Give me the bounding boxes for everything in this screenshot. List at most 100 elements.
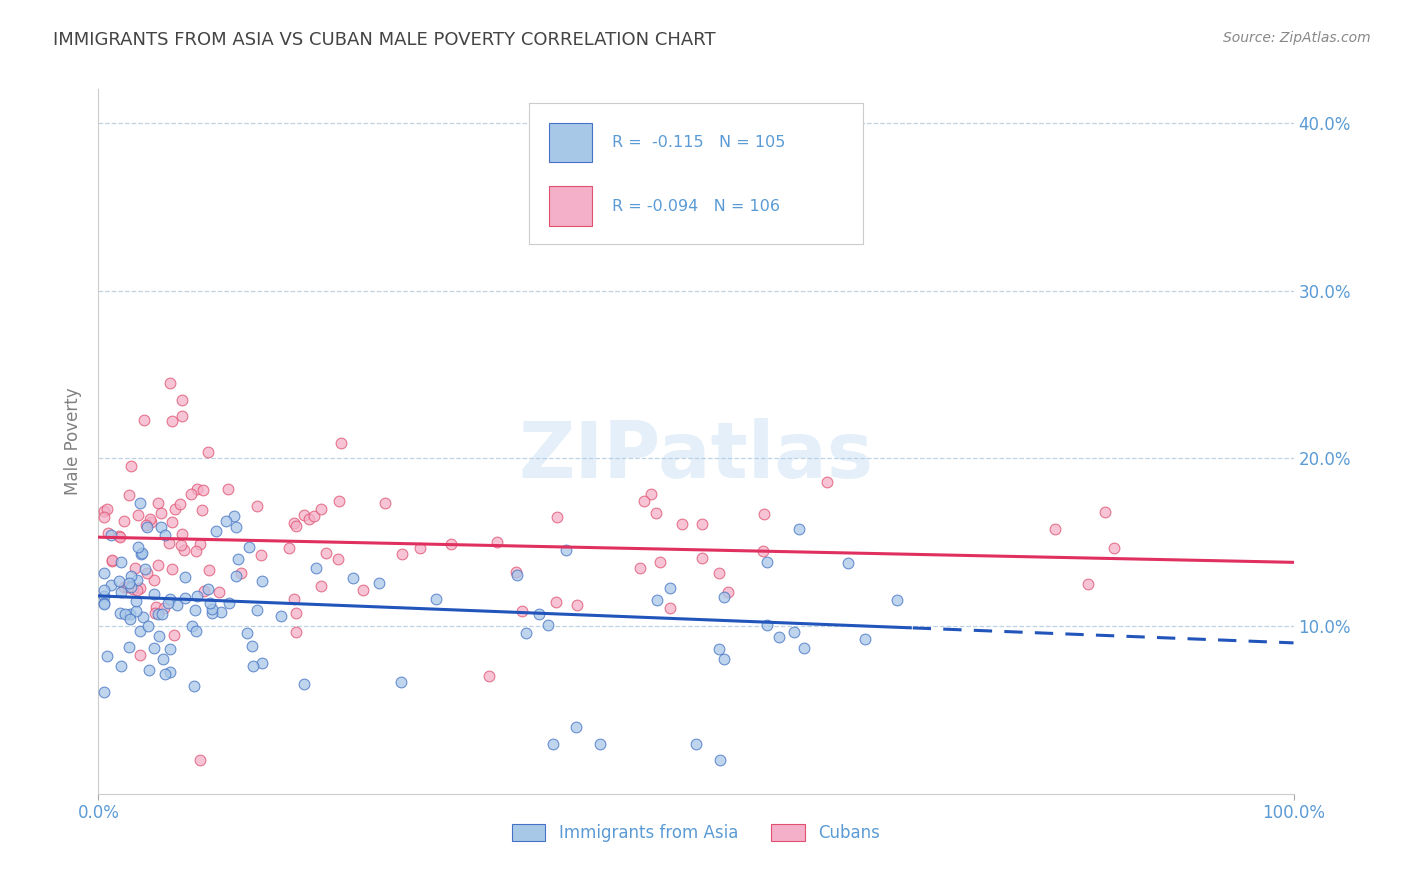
Point bbox=[117, 580, 139, 594]
Point bbox=[209, 605, 232, 619]
Point bbox=[368, 576, 391, 591]
Point bbox=[1043, 522, 1066, 536]
Point bbox=[172, 392, 194, 407]
Point bbox=[197, 582, 219, 596]
Point bbox=[188, 753, 211, 767]
Point bbox=[100, 578, 122, 592]
Point bbox=[709, 641, 731, 656]
Point bbox=[755, 618, 778, 632]
Point bbox=[128, 581, 150, 595]
Point bbox=[120, 607, 142, 622]
Point bbox=[125, 594, 148, 608]
Point bbox=[191, 483, 214, 498]
Point bbox=[1104, 541, 1126, 556]
Point bbox=[160, 515, 183, 529]
Point bbox=[707, 566, 730, 581]
Point bbox=[97, 525, 120, 540]
Text: IMMIGRANTS FROM ASIA VS CUBAN MALE POVERTY CORRELATION CHART: IMMIGRANTS FROM ASIA VS CUBAN MALE POVER… bbox=[53, 31, 716, 49]
Point bbox=[139, 512, 162, 526]
Point bbox=[127, 574, 149, 588]
Point bbox=[478, 668, 501, 682]
Point bbox=[128, 496, 150, 510]
Point bbox=[93, 685, 115, 699]
Point bbox=[326, 551, 349, 566]
Point bbox=[193, 583, 215, 598]
Point bbox=[292, 508, 315, 523]
Point bbox=[129, 648, 152, 662]
Point bbox=[163, 627, 186, 641]
Point bbox=[125, 604, 148, 618]
Point bbox=[783, 625, 806, 640]
Point bbox=[153, 667, 176, 681]
Point bbox=[217, 482, 239, 496]
Point bbox=[146, 558, 169, 572]
Point bbox=[191, 503, 214, 517]
Point bbox=[200, 596, 222, 610]
Point bbox=[440, 537, 463, 551]
Point bbox=[198, 563, 221, 577]
Point bbox=[110, 555, 132, 569]
Point bbox=[152, 601, 174, 615]
Point bbox=[174, 591, 197, 605]
Y-axis label: Male Poverty: Male Poverty bbox=[65, 388, 83, 495]
Point bbox=[127, 541, 149, 555]
Point bbox=[304, 561, 326, 575]
Point bbox=[145, 600, 167, 615]
Point bbox=[146, 607, 169, 621]
Point bbox=[1077, 576, 1099, 591]
Point bbox=[118, 576, 141, 591]
Point bbox=[122, 582, 145, 596]
Point bbox=[120, 459, 142, 474]
Point bbox=[671, 517, 693, 532]
Point bbox=[374, 496, 396, 510]
Point bbox=[173, 543, 195, 558]
Point bbox=[787, 522, 810, 536]
Point bbox=[225, 569, 247, 583]
Point bbox=[110, 584, 132, 599]
Point bbox=[640, 487, 662, 501]
Point bbox=[690, 550, 713, 565]
Point bbox=[309, 579, 332, 593]
Point bbox=[252, 574, 274, 589]
Point bbox=[160, 414, 183, 428]
Point bbox=[283, 516, 305, 530]
Point bbox=[184, 544, 207, 558]
Point bbox=[292, 677, 315, 691]
Point bbox=[389, 675, 412, 690]
Point bbox=[143, 586, 166, 600]
Point bbox=[163, 502, 186, 516]
Point bbox=[204, 524, 226, 539]
Point bbox=[100, 528, 122, 542]
Point bbox=[506, 567, 529, 582]
Point bbox=[107, 529, 129, 543]
Point bbox=[132, 413, 155, 427]
Point bbox=[225, 520, 247, 534]
Point bbox=[180, 619, 202, 633]
Point bbox=[110, 659, 132, 673]
Point bbox=[1094, 505, 1116, 519]
Point bbox=[277, 541, 299, 555]
Point bbox=[96, 649, 118, 664]
Point bbox=[201, 601, 224, 615]
Text: Source: ZipAtlas.com: Source: ZipAtlas.com bbox=[1223, 31, 1371, 45]
Point bbox=[837, 556, 859, 570]
Point bbox=[108, 530, 131, 544]
Point bbox=[184, 624, 207, 638]
Point bbox=[131, 546, 153, 560]
Point bbox=[93, 510, 115, 524]
Point bbox=[93, 597, 115, 611]
Point bbox=[713, 591, 735, 605]
Point bbox=[659, 600, 682, 615]
Point bbox=[132, 610, 155, 624]
Point bbox=[118, 640, 141, 655]
Point bbox=[567, 598, 589, 612]
Point bbox=[309, 502, 332, 516]
Point bbox=[146, 496, 169, 510]
Point bbox=[284, 624, 307, 639]
Point bbox=[135, 518, 157, 533]
Point bbox=[391, 547, 413, 561]
Point bbox=[127, 508, 149, 522]
Point bbox=[172, 409, 194, 424]
Point bbox=[537, 618, 560, 632]
Point bbox=[129, 547, 152, 561]
